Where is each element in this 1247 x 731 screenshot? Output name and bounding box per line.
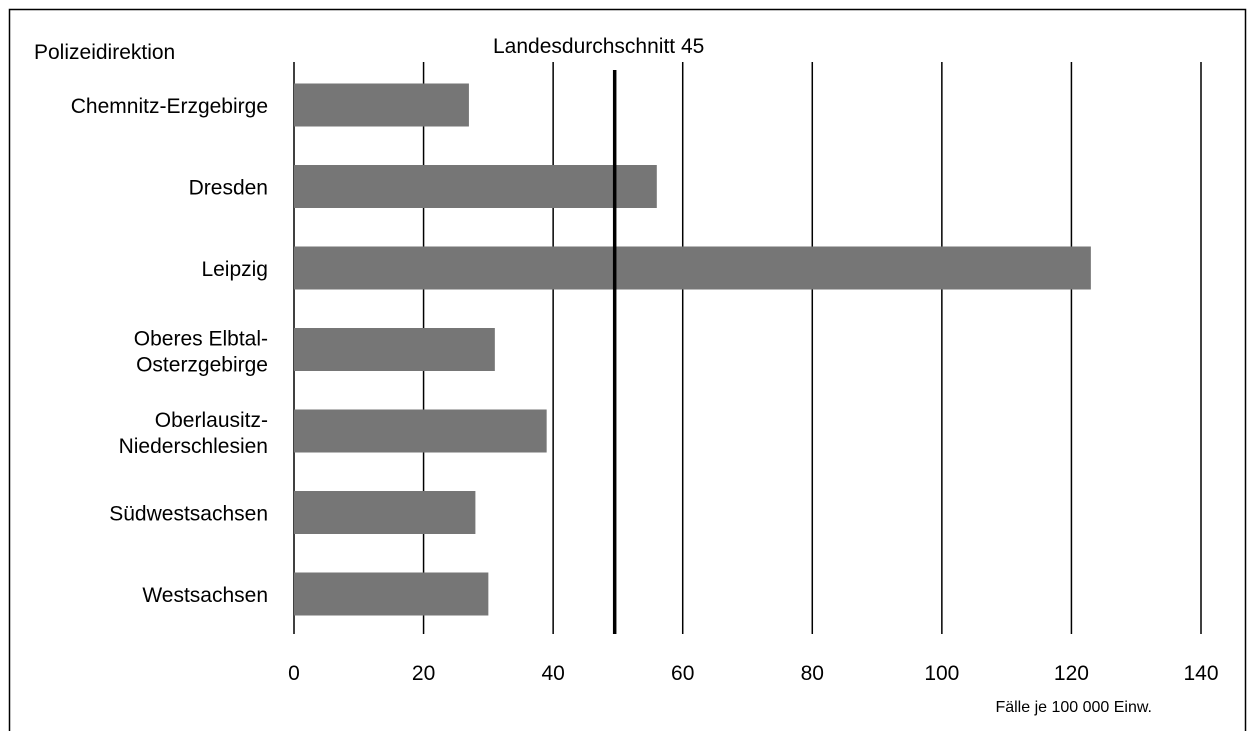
chart-frame (8, 8, 1247, 731)
category-label-2: Leipzig (201, 258, 268, 281)
x-tick-label-5: 100 (924, 662, 959, 685)
x-tick-label-1: 20 (412, 662, 435, 685)
category-header: Polizeidirektion (34, 41, 175, 64)
category-label-6: Westsachsen (142, 584, 268, 607)
x-tick-label-3: 60 (671, 662, 694, 685)
category-label-5: Südwestsachsen (109, 503, 268, 526)
category-label-3: Oberes Elbtal-Osterzgebirge (134, 328, 268, 377)
bar-6 (294, 572, 489, 616)
x-tick-labels: 0 20 40 60 80 100 120 140 (288, 662, 1218, 685)
category-label-1: Dresden (189, 177, 268, 200)
bar-0 (294, 83, 469, 127)
x-tick-label-6: 120 (1054, 662, 1089, 685)
bar-5 (294, 491, 476, 534)
x-axis-label: Fälle je 100 000 Einw. (995, 699, 1152, 716)
category-labels: Chemnitz-Erzgebirge Dresden Leipzig Oberes … (71, 95, 268, 607)
bars (294, 83, 1091, 616)
x-tick-label-4: 80 (801, 662, 824, 685)
x-tick-label-7: 140 (1183, 662, 1218, 685)
x-tick-label-2: 40 (541, 662, 564, 685)
bar-4 (294, 409, 547, 453)
bar-2 (294, 246, 1091, 290)
bar-1 (294, 165, 657, 208)
reference-line-label: Landesdurchschnitt 45 (493, 35, 704, 58)
category-label-0: Chemnitz-Erzgebirge (71, 95, 268, 118)
category-label-4: Oberlausitz-Niederschlesien (119, 409, 268, 458)
bar-3 (294, 328, 495, 371)
x-tick-label-0: 0 (288, 662, 300, 685)
